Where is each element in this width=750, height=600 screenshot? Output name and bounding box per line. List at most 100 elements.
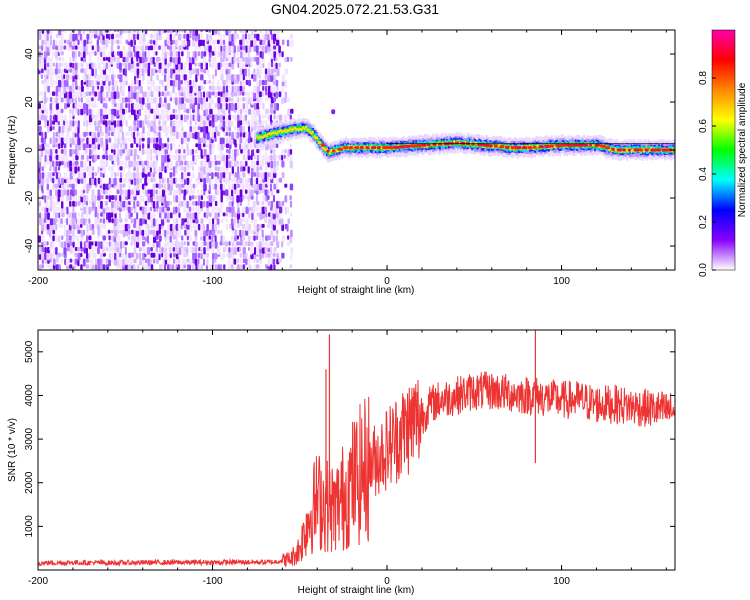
heatmap-cell [181, 189, 184, 194]
heatmap-cell [250, 62, 253, 68]
heatmap-cell [49, 154, 53, 162]
heatmap-cell [276, 68, 280, 77]
heatmap-cell [236, 33, 239, 40]
heatmap-cell [124, 97, 128, 103]
heatmap-cell [192, 131, 196, 139]
heatmap-cell [142, 33, 146, 42]
spectrogram-y-label: Frequency (Hz) [7, 116, 18, 185]
heatmap-cell [169, 154, 173, 159]
heatmap-cell [233, 223, 237, 230]
heatmap-cell [247, 200, 250, 208]
heatmap-cell [38, 120, 41, 126]
heatmap-cell [114, 33, 117, 38]
heatmap-cell [205, 120, 209, 126]
heatmap-cell [161, 154, 165, 163]
heatmap-cell [273, 264, 276, 270]
heatmap-cell [244, 68, 247, 77]
heatmap-cell [163, 91, 168, 98]
heatmap-cell [58, 85, 62, 92]
heatmap-cell [177, 85, 181, 91]
heatmap-cell [237, 91, 240, 97]
heatmap-cell [100, 56, 104, 65]
heatmap-cell [69, 212, 73, 219]
heatmap-cell [158, 189, 162, 196]
heatmap-cell [80, 154, 85, 160]
heatmap-cell [153, 258, 156, 264]
heatmap-cell [58, 172, 62, 179]
heatmap-cell [80, 166, 83, 174]
heatmap-cell [66, 74, 70, 81]
heatmap-cell [201, 114, 204, 121]
heatmap-cell [111, 252, 115, 260]
heatmap-cell [130, 85, 134, 93]
heatmap-cell [136, 30, 140, 35]
heatmap-cell [138, 137, 142, 145]
heatmap-cell [293, 126, 296, 130]
heatmap-cell [174, 154, 178, 161]
heatmap-cell [130, 212, 133, 218]
heatmap-cell [189, 200, 192, 207]
heatmap-cell [52, 195, 55, 200]
heatmap-cell [200, 137, 204, 144]
heatmap-cell [74, 51, 77, 58]
heatmap-cell [156, 108, 160, 116]
heatmap-cell [510, 146, 517, 150]
heatmap-cell [117, 137, 121, 145]
heatmap-cell [273, 200, 276, 209]
heatmap-cell [127, 235, 131, 241]
heatmap-cell [147, 154, 150, 161]
heatmap-cell [147, 258, 151, 267]
heatmap-cell [88, 56, 92, 64]
heatmap-cell [245, 229, 249, 236]
heatmap-cell [200, 33, 203, 38]
heatmap-cell [310, 132, 313, 135]
heatmap-cell [289, 235, 293, 244]
heatmap-cell [85, 91, 89, 97]
heatmap-cell [222, 189, 226, 196]
heatmap-cell [116, 229, 120, 234]
heatmap-cell [108, 183, 112, 189]
heatmap-cell [163, 120, 167, 126]
heatmap-cell [94, 97, 97, 105]
heatmap-cell [139, 143, 142, 151]
heatmap-cell [78, 218, 81, 226]
heatmap-cell [167, 103, 171, 111]
heatmap-cell [66, 247, 71, 252]
heatmap-cell [245, 39, 249, 45]
heatmap-cell [256, 241, 260, 248]
heatmap-cell [281, 172, 285, 179]
heatmap-cell [177, 223, 181, 231]
heatmap-cell [253, 235, 256, 241]
heatmap-cell [208, 91, 212, 99]
heatmap-cell [94, 114, 98, 122]
heatmap-cell [55, 45, 59, 51]
heatmap-cell [183, 33, 186, 39]
heatmap-cell [83, 206, 87, 215]
heatmap-cell [153, 154, 157, 159]
heatmap-cell [268, 212, 271, 217]
heatmap-cell [105, 114, 109, 120]
heatmap-cell [239, 68, 243, 76]
heatmap-cell [113, 131, 116, 138]
heatmap-cell [155, 247, 159, 253]
spectrogram-x-label: Height of straight line (km) [298, 285, 415, 296]
heatmap-cell [258, 79, 262, 87]
heatmap-cell [71, 247, 75, 255]
heatmap-cell [260, 135, 263, 139]
heatmap-cell [108, 108, 112, 116]
heatmap-cell [41, 183, 44, 192]
heatmap-cell [153, 97, 157, 104]
heatmap-cell [63, 223, 66, 230]
heatmap-cell [46, 39, 50, 48]
heatmap-cell [194, 126, 197, 132]
heatmap-cell [276, 33, 280, 40]
heatmap-cell [203, 177, 207, 185]
heatmap-cell [178, 212, 181, 218]
heatmap-cell [270, 91, 273, 100]
heatmap-cell [136, 189, 140, 196]
heatmap-cell [136, 172, 140, 179]
heatmap-cell [94, 264, 98, 270]
heatmap-cell [267, 30, 271, 35]
heatmap-cell [261, 120, 265, 127]
heatmap-cell [222, 235, 226, 243]
